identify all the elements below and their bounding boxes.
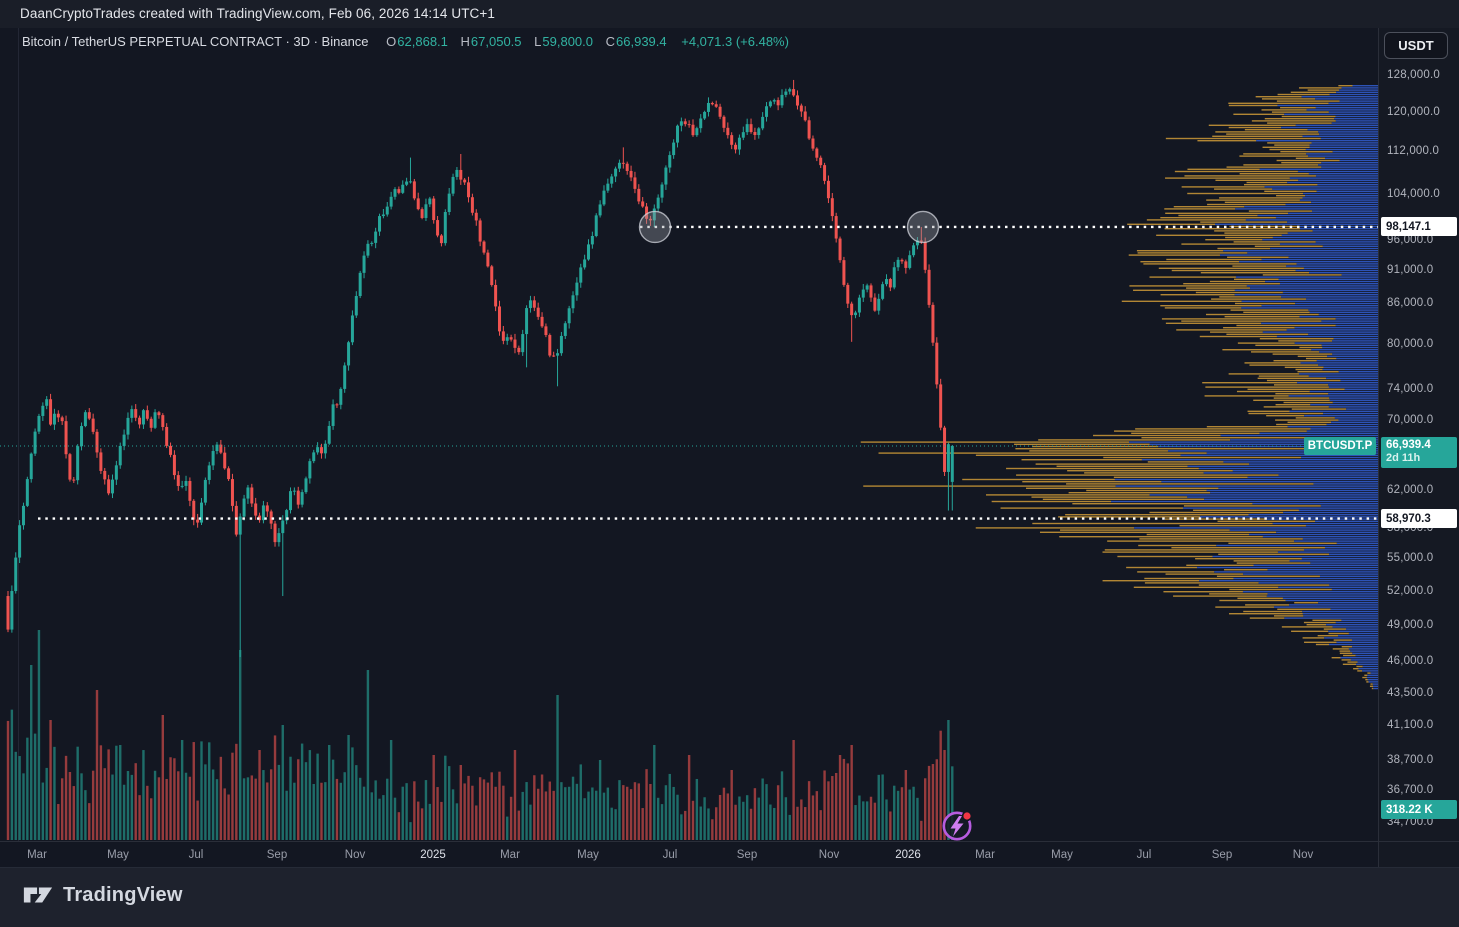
price-tick: 55,000.0: [1387, 552, 1434, 565]
open-label: O: [386, 34, 397, 49]
time-tick-month: Mar: [27, 849, 47, 861]
price-tick: 128,000.0: [1387, 69, 1440, 81]
time-tick-month: Jul: [662, 849, 678, 861]
price-tick: 46,000.0: [1387, 654, 1434, 667]
price-tick: 38,700.0: [1387, 753, 1434, 766]
high-label: H: [460, 34, 470, 49]
price-tick: 49,000.0: [1387, 618, 1434, 631]
price-tick: 52,000.0: [1387, 584, 1434, 597]
open-value: 62,868.1: [397, 34, 448, 49]
close-value: 66,939.4: [616, 34, 667, 49]
price-tick: 104,000.0: [1387, 187, 1440, 200]
time-tick-month: Jul: [1136, 849, 1152, 861]
price-tick: 74,000.0: [1387, 382, 1434, 395]
time-tick-month: Mar: [975, 849, 995, 861]
time-tick-month: Sep: [266, 849, 288, 861]
time-tick-month: May: [577, 849, 599, 861]
tradingview-logo-icon: [23, 887, 53, 903]
price-line-symbol-tag: BTCUSDT.P: [1304, 436, 1376, 455]
time-tick-year: 2025: [420, 849, 446, 861]
instant-data-icon[interactable]: [939, 807, 975, 843]
price-tick: 43,500.0: [1387, 686, 1434, 699]
time-tick-month: Sep: [1211, 849, 1233, 861]
time-tick-month: Nov: [344, 849, 366, 861]
time-tick-month: Nov: [818, 849, 840, 861]
bar-countdown: 2d 11h: [1386, 452, 1421, 465]
watermark-bar: DaanCryptoTrades created with TradingVie…: [0, 0, 1459, 28]
brand-wordmark: TradingView: [63, 883, 183, 906]
time-tick-month: May: [107, 849, 129, 861]
price-level-label-lower: 58,970.3: [1381, 509, 1457, 529]
price-tick: 34,700.0: [1387, 816, 1434, 828]
symbol-legend: Bitcoin / TetherUS PERPETUAL CONTRACT · …: [22, 34, 789, 49]
low-value: 59,800.0: [542, 34, 593, 49]
time-tick-month: Sep: [736, 849, 758, 861]
close-label: C: [605, 34, 616, 49]
watermark-text: DaanCryptoTrades created with TradingVie…: [20, 6, 495, 21]
price-tick: 91,000.0: [1387, 264, 1434, 277]
time-tick-month: Jul: [188, 849, 204, 861]
price-tick: 36,700.0: [1387, 783, 1434, 796]
high-value: 67,050.5: [470, 34, 522, 49]
price-tick: 112,000.0: [1387, 145, 1440, 158]
footer-bar: TradingView: [0, 867, 1459, 927]
current-price-label: 66,939.4 2d 11h: [1381, 436, 1457, 468]
price-scale[interactable]: USDT 98,147.1 66,939.4 2d 11h 58,970.3 3…: [1378, 28, 1459, 841]
time-tick-month: Mar: [500, 849, 520, 861]
price-level-label-upper: 98,147.1: [1381, 217, 1457, 237]
price-tick: 120,000.0: [1387, 105, 1440, 118]
currency-toggle-button[interactable]: USDT: [1384, 32, 1448, 59]
tradingview-brand[interactable]: TradingView: [22, 882, 183, 908]
volume-readout-label: 318.22 K: [1381, 800, 1457, 819]
price-tick: 62,000.0: [1387, 483, 1434, 496]
price-tick: 80,000.0: [1387, 337, 1434, 350]
price-tick: 41,100.0: [1387, 719, 1434, 732]
price-tick: 96,000.0: [1387, 233, 1434, 246]
price-tick: 70,000.0: [1387, 414, 1434, 427]
price-tick: 86,000.0: [1387, 296, 1434, 309]
time-tick-month: Nov: [1292, 849, 1314, 861]
symbol-title[interactable]: Bitcoin / TetherUS PERPETUAL CONTRACT · …: [22, 34, 369, 49]
change-value: +4,071.3 (+6.48%): [681, 34, 789, 49]
time-tick-year: 2026: [895, 849, 921, 861]
low-label: L: [534, 34, 542, 49]
time-tick-month: May: [1051, 849, 1073, 861]
time-scale-corner: [1378, 841, 1459, 868]
time-scale[interactable]: Mar May Jul Sep Nov 2025 Mar May Jul Sep Nov 2026 Ma…: [0, 841, 1378, 868]
